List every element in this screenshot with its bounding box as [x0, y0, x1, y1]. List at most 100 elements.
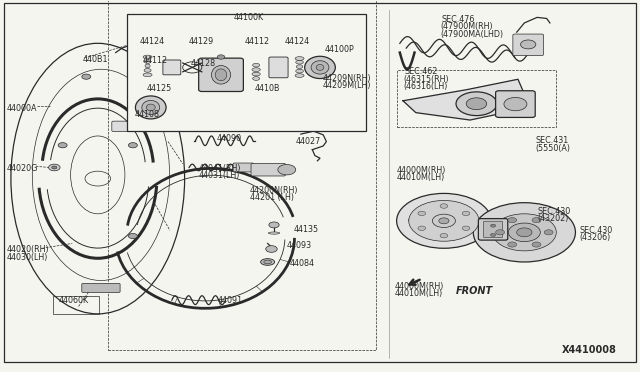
FancyBboxPatch shape — [483, 221, 502, 237]
Circle shape — [439, 218, 449, 224]
FancyBboxPatch shape — [233, 163, 253, 172]
Text: 44100P: 44100P — [325, 45, 355, 54]
Text: 44030(LH): 44030(LH) — [7, 253, 49, 262]
Text: 44000A: 44000A — [7, 104, 38, 113]
Circle shape — [473, 203, 575, 262]
Circle shape — [58, 142, 67, 148]
Circle shape — [490, 234, 495, 236]
Text: 440B1: 440B1 — [83, 55, 108, 64]
Text: X4410008: X4410008 — [561, 345, 616, 355]
FancyBboxPatch shape — [478, 219, 508, 240]
Text: (5550(A): (5550(A) — [536, 144, 571, 153]
Ellipse shape — [253, 63, 260, 67]
Circle shape — [129, 142, 138, 148]
Circle shape — [508, 242, 516, 247]
Ellipse shape — [264, 260, 271, 264]
Circle shape — [508, 223, 540, 241]
Ellipse shape — [260, 259, 275, 265]
Circle shape — [129, 234, 138, 238]
Text: 44100K: 44100K — [234, 13, 264, 22]
Ellipse shape — [147, 104, 156, 111]
Circle shape — [440, 204, 448, 208]
Text: 44010M(LH): 44010M(LH) — [395, 289, 443, 298]
Text: SEC.462: SEC.462 — [404, 67, 438, 76]
Text: FRONT: FRONT — [456, 286, 493, 296]
Bar — [53, 296, 99, 314]
Text: (47900M(RH): (47900M(RH) — [440, 22, 493, 31]
Text: SEC.431: SEC.431 — [536, 136, 569, 145]
Circle shape — [278, 164, 296, 175]
FancyBboxPatch shape — [198, 58, 243, 92]
FancyBboxPatch shape — [495, 91, 535, 118]
Text: 44093: 44093 — [287, 241, 312, 250]
FancyBboxPatch shape — [269, 57, 288, 78]
Text: 44201 (LH): 44201 (LH) — [250, 193, 294, 202]
Bar — [127, 14, 366, 131]
Ellipse shape — [143, 73, 152, 77]
Text: SEC.476: SEC.476 — [442, 15, 475, 24]
Circle shape — [82, 74, 91, 79]
FancyBboxPatch shape — [513, 34, 543, 55]
Ellipse shape — [143, 55, 152, 59]
Ellipse shape — [136, 96, 166, 119]
Ellipse shape — [145, 64, 150, 68]
Ellipse shape — [253, 77, 260, 80]
Circle shape — [266, 246, 277, 252]
Text: 44000M(RH): 44000M(RH) — [395, 282, 444, 291]
Ellipse shape — [316, 64, 324, 70]
Text: SEC.430: SEC.430 — [579, 226, 612, 235]
Ellipse shape — [409, 201, 479, 241]
Ellipse shape — [252, 68, 260, 71]
FancyBboxPatch shape — [82, 283, 120, 292]
Text: (46316(LH): (46316(LH) — [403, 82, 447, 91]
Polygon shape — [403, 79, 524, 120]
Circle shape — [134, 40, 141, 44]
Ellipse shape — [144, 68, 151, 72]
Text: 44020(RH): 44020(RH) — [7, 245, 50, 254]
Text: 44084: 44084 — [289, 259, 314, 267]
FancyBboxPatch shape — [251, 163, 285, 176]
Circle shape — [440, 234, 448, 238]
Circle shape — [532, 218, 541, 223]
Ellipse shape — [311, 61, 329, 74]
Circle shape — [418, 226, 426, 231]
Text: 44129: 44129 — [189, 37, 214, 46]
Circle shape — [462, 211, 470, 216]
Text: 44209M(LH): 44209M(LH) — [323, 81, 371, 90]
Text: 44209N(RH): 44209N(RH) — [323, 74, 371, 83]
Ellipse shape — [268, 232, 280, 234]
Ellipse shape — [144, 60, 151, 63]
Text: 44135: 44135 — [293, 225, 318, 234]
Circle shape — [433, 214, 456, 228]
FancyBboxPatch shape — [163, 60, 180, 75]
Ellipse shape — [252, 72, 260, 76]
Ellipse shape — [295, 74, 304, 77]
Circle shape — [508, 218, 516, 223]
Text: 44124: 44124 — [285, 37, 310, 46]
Ellipse shape — [305, 56, 335, 78]
Ellipse shape — [142, 100, 160, 115]
Circle shape — [467, 98, 486, 110]
Circle shape — [269, 222, 279, 228]
Circle shape — [495, 230, 504, 235]
Text: 44091: 44091 — [218, 296, 243, 305]
Text: 44200N(RH): 44200N(RH) — [250, 186, 298, 195]
Text: 44125: 44125 — [147, 84, 172, 93]
Circle shape — [418, 211, 426, 216]
Text: 44027: 44027 — [296, 137, 321, 146]
Text: 44128: 44128 — [191, 59, 216, 68]
Text: 44090: 44090 — [216, 134, 242, 143]
Ellipse shape — [211, 65, 230, 84]
Text: 44112: 44112 — [143, 56, 168, 65]
Bar — [397, 70, 556, 128]
Circle shape — [462, 226, 470, 231]
Circle shape — [49, 164, 60, 171]
Text: (47900MA(LHD): (47900MA(LHD) — [440, 29, 503, 39]
FancyBboxPatch shape — [112, 121, 153, 132]
Circle shape — [520, 40, 536, 49]
Text: (46315(RH): (46315(RH) — [403, 75, 449, 84]
Text: 44020G: 44020G — [7, 164, 38, 173]
Text: 44010M(LH): 44010M(LH) — [397, 173, 445, 182]
Circle shape — [217, 55, 225, 59]
Text: 44112: 44112 — [244, 37, 270, 46]
